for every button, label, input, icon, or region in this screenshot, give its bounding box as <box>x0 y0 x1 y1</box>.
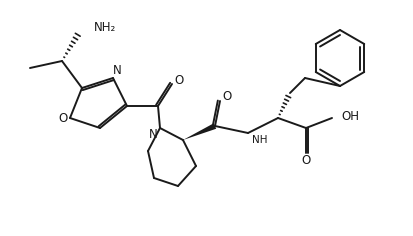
Text: O: O <box>174 73 183 87</box>
Text: N: N <box>112 64 121 77</box>
Text: O: O <box>58 111 67 125</box>
Polygon shape <box>183 123 216 140</box>
Text: O: O <box>222 90 231 104</box>
Text: NH: NH <box>252 135 267 145</box>
Text: O: O <box>301 153 310 167</box>
Text: OH: OH <box>340 110 358 122</box>
Text: NH₂: NH₂ <box>94 21 116 34</box>
Text: N: N <box>148 127 157 140</box>
